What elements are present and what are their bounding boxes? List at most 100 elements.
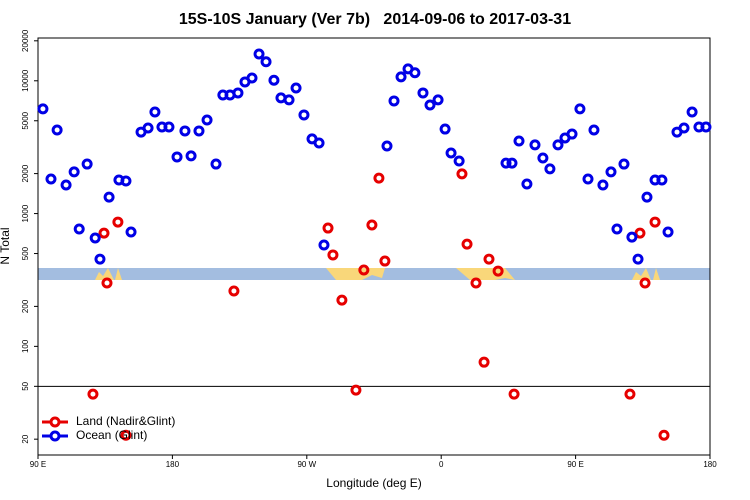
point (649, 216, 661, 228)
point (201, 114, 213, 126)
y-tick-label: 100 (21, 339, 30, 353)
land-area (653, 268, 660, 280)
point (461, 238, 473, 250)
point (366, 219, 378, 231)
point (417, 87, 429, 99)
point (358, 264, 370, 276)
y-tick-label: 50 (21, 381, 30, 390)
point (483, 253, 495, 265)
point (537, 152, 549, 164)
point (379, 255, 391, 267)
land-area (456, 268, 515, 280)
x-tick-label: 90 E (30, 460, 46, 469)
y-tick-label: 200 (21, 299, 30, 313)
point (618, 158, 630, 170)
point (290, 82, 302, 94)
point (322, 222, 334, 234)
point (350, 384, 362, 396)
point (597, 179, 609, 191)
point (641, 191, 653, 203)
point (552, 139, 564, 151)
point (246, 72, 258, 84)
x-axis-label: Longitude (deg E) (326, 476, 421, 490)
point (424, 99, 436, 111)
point (373, 172, 385, 184)
point (678, 122, 690, 134)
point (193, 125, 205, 137)
point (611, 223, 623, 235)
legend-marker (49, 430, 61, 442)
point (529, 139, 541, 151)
y-tick-label: 20000 (21, 29, 30, 52)
point (98, 227, 110, 239)
y-tick-label: 1000 (21, 204, 30, 222)
point (318, 239, 330, 251)
point (445, 147, 457, 159)
point (210, 158, 222, 170)
point (508, 388, 520, 400)
point (453, 155, 465, 167)
point (500, 157, 512, 169)
x-tick-label: 0 (439, 460, 444, 469)
point (336, 294, 348, 306)
point (163, 121, 175, 133)
land-areas (95, 268, 660, 280)
point (470, 277, 482, 289)
point (478, 356, 490, 368)
point (574, 103, 586, 115)
point (439, 123, 451, 135)
point (432, 94, 444, 106)
y-tick-label: 2000 (21, 164, 30, 182)
point (456, 168, 468, 180)
point (228, 285, 240, 297)
point (260, 56, 272, 68)
point (700, 121, 712, 133)
point (298, 109, 310, 121)
point (658, 429, 670, 441)
point (51, 124, 63, 136)
y-tick-label: 5000 (21, 111, 30, 129)
point (327, 249, 339, 261)
point (68, 166, 80, 178)
point (179, 125, 191, 137)
point (125, 226, 137, 238)
point (626, 231, 638, 243)
point (639, 277, 651, 289)
x-tick-label: 180 (166, 460, 180, 469)
point (37, 103, 49, 115)
point (87, 388, 99, 400)
point (656, 174, 668, 186)
point (185, 150, 197, 162)
point (101, 277, 113, 289)
x-tick-label: 180 (703, 460, 717, 469)
point (381, 140, 393, 152)
point (142, 122, 154, 134)
point (232, 87, 244, 99)
point (566, 128, 578, 140)
point (103, 191, 115, 203)
point (313, 137, 325, 149)
point (582, 173, 594, 185)
land-area (632, 268, 651, 280)
y-tick-label: 10000 (21, 69, 30, 92)
point (60, 179, 72, 191)
point (94, 253, 106, 265)
point (409, 67, 421, 79)
point (112, 216, 124, 228)
point (506, 157, 518, 169)
point (634, 227, 646, 239)
point (120, 175, 132, 187)
point (686, 106, 698, 118)
point (662, 226, 674, 238)
x-tick-label: 90 E (567, 460, 583, 469)
y-tick-label: 20 (21, 434, 30, 443)
point (120, 429, 132, 441)
point (89, 232, 101, 244)
plot-frame (37, 37, 711, 456)
point (624, 388, 636, 400)
point (171, 151, 183, 163)
land-area (326, 268, 385, 280)
legend-label: Ocean (Glint) (76, 428, 147, 442)
legend-marker (49, 416, 61, 428)
